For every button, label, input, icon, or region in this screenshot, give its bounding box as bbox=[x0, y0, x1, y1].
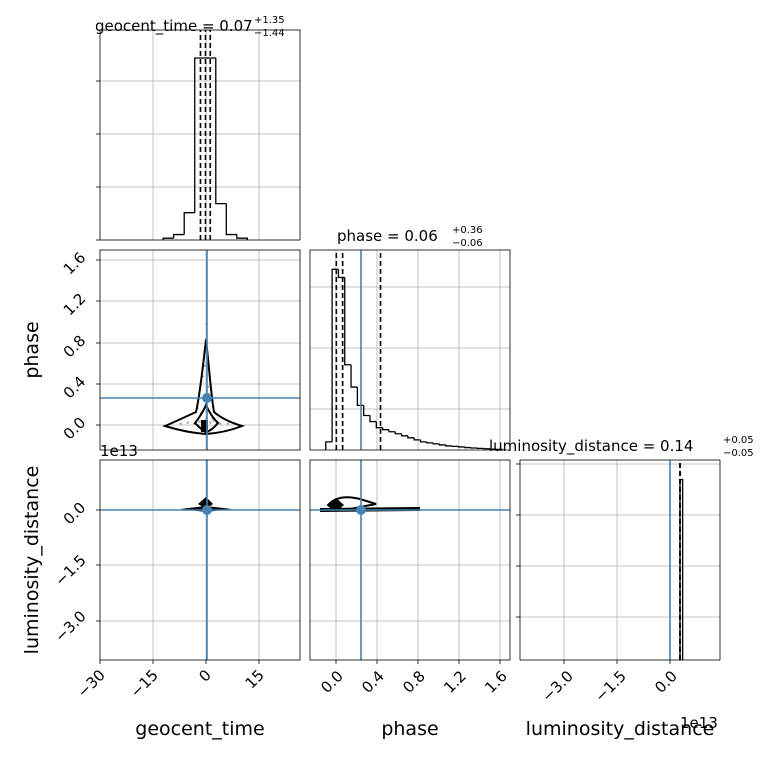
panel-geocent-time-hist: geocent_time = 0.07 +1.35 −1.44 bbox=[95, 15, 301, 241]
hist-bin-phase-0 bbox=[325, 441, 333, 450]
hist-bin-phase-19 bbox=[445, 444, 453, 447]
hist-bin-phase-16 bbox=[426, 441, 434, 444]
title-geocent-time-sub: −1.44 bbox=[254, 28, 285, 39]
tick-phase-x-2: 0.8 bbox=[399, 667, 429, 697]
xlabel-phase: phase bbox=[381, 718, 438, 740]
hist-bin-phase-10 bbox=[388, 429, 396, 433]
hist-bin-phase-13 bbox=[407, 435, 415, 439]
hist-bin-phase-15 bbox=[419, 439, 427, 443]
contour-outer-geocent-phase bbox=[161, 339, 246, 436]
tick-phase-x-4: 1.6 bbox=[481, 667, 511, 697]
offset-ld-x: 1e13 bbox=[680, 714, 718, 732]
hist-bin-luminosity_distance-2 bbox=[681, 478, 684, 660]
title-ld-sup: +0.05 bbox=[723, 435, 754, 446]
hist-bin-phase-12 bbox=[400, 433, 408, 437]
tick-geocent-x-1: −15 bbox=[127, 666, 162, 701]
hist-bin-phase-22 bbox=[464, 446, 472, 449]
ylabel-luminosity-distance: luminosity_distance bbox=[21, 466, 43, 655]
tick-phase-y-0: 0.0 bbox=[60, 414, 90, 444]
truth-marker-geocent-ld bbox=[202, 505, 212, 515]
histogram-geocent-time bbox=[162, 57, 249, 240]
scatter-point bbox=[209, 421, 212, 424]
title-geocent-time: geocent_time = 0.07 bbox=[95, 17, 253, 36]
hist-bin-geocent_time-6 bbox=[225, 203, 237, 236]
tick-geocent-x-2: 0 bbox=[195, 666, 214, 685]
offset-ld-y: 1e13 bbox=[100, 442, 138, 460]
title-phase-sub: −0.06 bbox=[452, 238, 483, 249]
tick-ld-y-0: 0.0 bbox=[60, 499, 90, 529]
panel-phase-hist: phase = 0.06 +0.36 −0.06 bbox=[309, 225, 511, 451]
tick-phase-y-3: 1.2 bbox=[60, 290, 90, 320]
panel-geocent-time-vs-phase: 0.0 0.4 0.8 1.2 1.6 phase bbox=[21, 249, 301, 451]
truth-marker-phase-ld bbox=[356, 505, 366, 515]
tick-geocent-x-3: 15 bbox=[242, 666, 268, 692]
hist-bin-phase-7 bbox=[369, 415, 377, 423]
hist-bin-geocent_time-2 bbox=[183, 212, 195, 235]
tick-phase-y-2: 0.8 bbox=[60, 332, 90, 362]
hist-bin-phase-21 bbox=[457, 446, 465, 448]
title-geocent-time-sup: +1.35 bbox=[254, 15, 285, 26]
contour-core-geocent-phase bbox=[201, 420, 208, 432]
tick-ld-x-1: −1.5 bbox=[591, 667, 629, 705]
xlabel-luminosity-distance: luminosity_distance bbox=[526, 718, 715, 740]
hist-bin-phase-8 bbox=[375, 421, 383, 429]
scatter-point bbox=[186, 421, 189, 424]
scatter-point bbox=[226, 422, 230, 425]
panel-geocent-time-vs-luminosity-distance: 0.0 −1.5 −3.0 1e13 luminosity_distance −… bbox=[21, 442, 301, 740]
truth-marker-geocent-phase bbox=[202, 393, 212, 403]
tick-ld-y-1: −1.5 bbox=[51, 551, 89, 589]
title-ld-sub: −0.05 bbox=[723, 448, 754, 459]
title-luminosity-distance: luminosity_distance = 0.14 bbox=[489, 437, 693, 456]
tick-phase-x-3: 1.2 bbox=[440, 667, 470, 697]
hist-bin-phase-17 bbox=[432, 442, 440, 445]
hist-bin-phase-18 bbox=[438, 443, 446, 446]
tick-ld-x-2: 0.0 bbox=[651, 667, 681, 697]
hist-bin-phase-3 bbox=[344, 277, 352, 366]
hist-bin-geocent_time-5 bbox=[215, 58, 227, 205]
tick-phase-y-1: 0.4 bbox=[60, 373, 90, 403]
frame-phase-hist bbox=[309, 249, 511, 451]
hist-bin-phase-4 bbox=[350, 364, 358, 388]
hist-bin-phase-9 bbox=[381, 427, 389, 431]
hist-bin-geocent_time-0 bbox=[162, 237, 174, 240]
hist-bin-phase-14 bbox=[413, 437, 421, 441]
quantile-lines-phase bbox=[335, 250, 382, 450]
hist-bin-geocent_time-3 bbox=[194, 57, 206, 213]
xlabel-geocent-time: geocent_time bbox=[135, 718, 264, 740]
hist-bin-geocent_time-1 bbox=[173, 233, 185, 239]
ylabel-phase: phase bbox=[21, 321, 43, 378]
tick-ld-y-2: −3.0 bbox=[51, 607, 89, 645]
frame-phase-ld bbox=[309, 459, 511, 661]
title-phase: phase = 0.06 bbox=[337, 227, 438, 245]
frame-geocent-phase bbox=[99, 249, 301, 451]
tick-geocent-x-0: −30 bbox=[74, 666, 109, 701]
panel-luminosity-distance-hist: luminosity_distance = 0.14 +0.05 −0.05 −… bbox=[489, 435, 754, 740]
scatter-point bbox=[218, 422, 222, 425]
scatter-point bbox=[198, 420, 201, 423]
frame-geocent-time-hist bbox=[99, 29, 301, 241]
frame-geocent-ld bbox=[99, 459, 301, 661]
hist-bin-phase-11 bbox=[394, 431, 402, 435]
tick-phase-x-0: 0.0 bbox=[317, 667, 347, 697]
quantile-lines-geocent-time bbox=[199, 30, 212, 240]
scatter-point bbox=[179, 422, 182, 425]
tick-phase-y-4: 1.6 bbox=[60, 249, 90, 279]
hist-bin-phase-6 bbox=[363, 405, 370, 417]
panel-phase-vs-luminosity-distance: 0.0 0.4 0.8 1.2 1.6 phase bbox=[309, 459, 511, 740]
hist-bin-geocent_time-7 bbox=[236, 234, 249, 240]
title-phase-sup: +0.36 bbox=[452, 225, 483, 236]
tick-phase-x-1: 0.4 bbox=[358, 667, 388, 697]
tick-ld-x-0: −3.0 bbox=[538, 667, 576, 705]
frame-ld-hist bbox=[519, 459, 721, 661]
